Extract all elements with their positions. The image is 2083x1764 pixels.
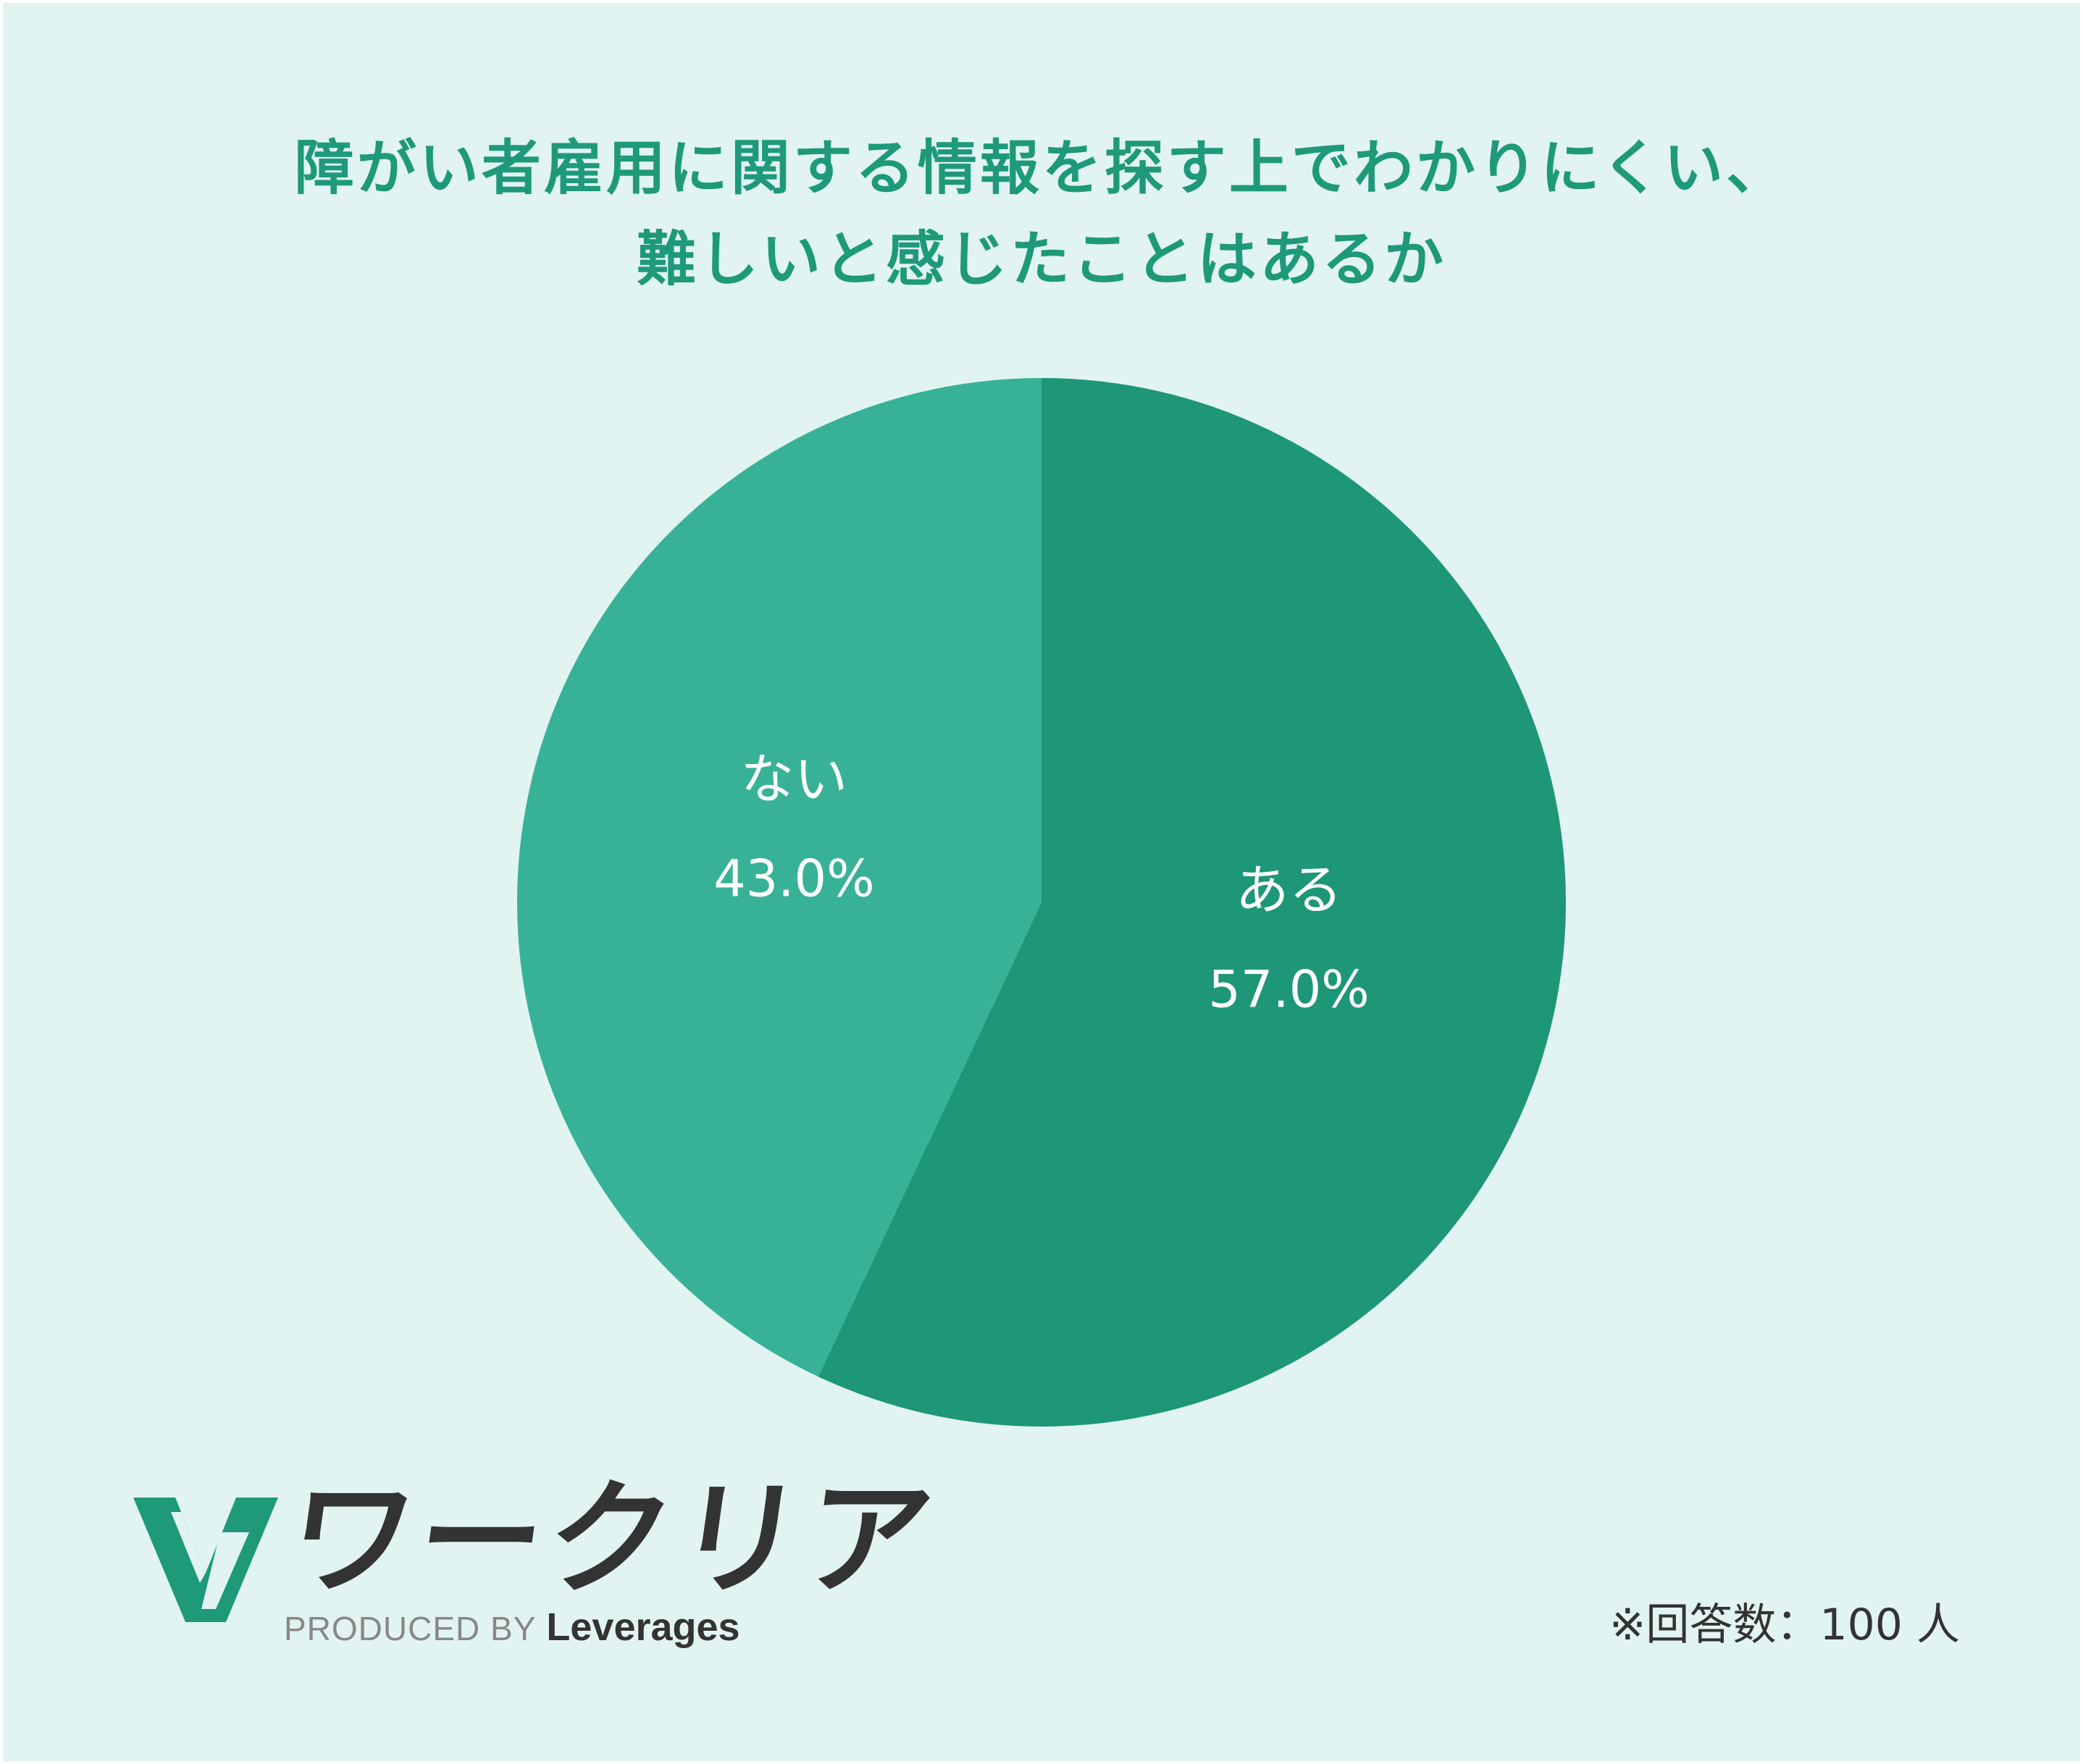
chart-title-line-1: 障がい者雇用に関する情報を探す上でわかりにくい、: [294, 134, 1789, 203]
pie-slice-0: [818, 378, 1566, 1427]
w-logo-icon: [133, 1498, 278, 1622]
slice-label-1: ない: [740, 749, 847, 811]
pie-labels: ある 57.0% ない 43.0%: [713, 749, 1370, 1020]
chart-title-line-2: 難しいと感じたことはあるか: [636, 225, 1446, 294]
logo-wordmark: ワークリア: [280, 1466, 945, 1612]
slice-value-1: 43.0%: [713, 849, 874, 909]
slice-value-0: 57.0%: [1208, 959, 1369, 1019]
produced-by-label: PRODUCED BY: [284, 1610, 537, 1647]
pie-slices: [517, 378, 1566, 1427]
produced-by: PRODUCED BY Leverages: [284, 1608, 740, 1647]
respondent-count-note: ※回答数：100 人: [1609, 1600, 1960, 1650]
pie-slice-1: [517, 378, 1042, 1377]
slice-label-0: ある: [1236, 859, 1343, 921]
brand-name: Leverages: [546, 1605, 740, 1649]
